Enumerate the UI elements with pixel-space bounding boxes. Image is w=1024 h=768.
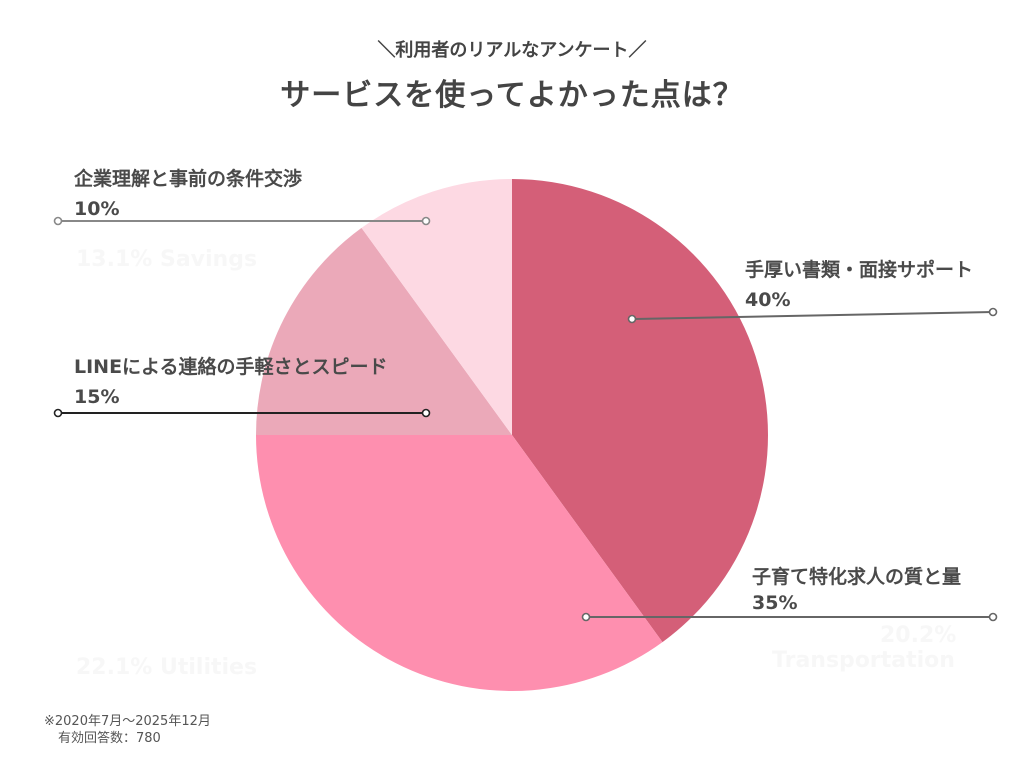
- slice-label-childcare-jobs: 子育て特化求人の質と量: [752, 565, 961, 588]
- slice-childcare-jobs: [256, 435, 663, 691]
- callout-dot-line-contact-outer: [53, 408, 63, 418]
- background-ghost-labels: 13.1% Savings 22.1% Utilities 20.2% Tran…: [76, 247, 956, 680]
- callout-dot-childcare-jobs-inner: [581, 612, 591, 622]
- footnote-period: ※2020年7月〜2025年12月: [44, 714, 211, 729]
- callout-dot-company-negotiation-inner: [421, 216, 431, 226]
- slice-value-line-contact: 15%: [74, 386, 119, 408]
- slice-line-contact: [256, 227, 512, 435]
- callout-dot-company-negotiation-outer: [53, 216, 63, 226]
- callout-line-document-support: [631, 311, 994, 320]
- ghost-label-transport-pct: 20.2%: [880, 623, 956, 648]
- chart-title: サービスを使ってよかった点は？: [280, 78, 744, 113]
- slice-value-document-support: 40%: [745, 289, 790, 311]
- pie-slices: [256, 179, 768, 691]
- slice-value-childcare-jobs: 35%: [752, 592, 797, 614]
- pie-callouts: 手厚い書類・面接サポート 40% 子育て特化求人の質と量 35% LINEによる連絡の手…: [53, 167, 998, 622]
- callout-dot-childcare-jobs-outer: [988, 612, 998, 622]
- slice-document-support: [512, 179, 768, 643]
- survey-subtitle: ＼利用者のリアルなアンケート／: [377, 40, 647, 61]
- callout-dot-document-support-inner: [627, 314, 637, 324]
- ghost-label-transport: Transportation: [772, 648, 955, 673]
- slice-company-negotiation: [361, 179, 512, 435]
- ghost-label-utilities: 22.1% Utilities: [76, 655, 257, 680]
- footnote: ※2020年7月〜2025年12月 有効回答数：780: [44, 713, 211, 747]
- slice-label-line-contact: LINEによる連絡の手軽さとスピード: [74, 355, 388, 378]
- callout-dot-document-support-outer: [988, 307, 998, 317]
- footnote-response-count: 有効回答数：780: [58, 731, 161, 746]
- slice-value-company-negotiation: 10%: [74, 198, 119, 220]
- slice-label-company-negotiation: 企業理解と事前の条件交渉: [73, 167, 302, 190]
- ghost-label-savings: 13.1% Savings: [76, 247, 257, 272]
- callout-dot-line-contact-inner: [421, 408, 431, 418]
- slice-label-document-support: 手厚い書類・面接サポート: [745, 258, 973, 281]
